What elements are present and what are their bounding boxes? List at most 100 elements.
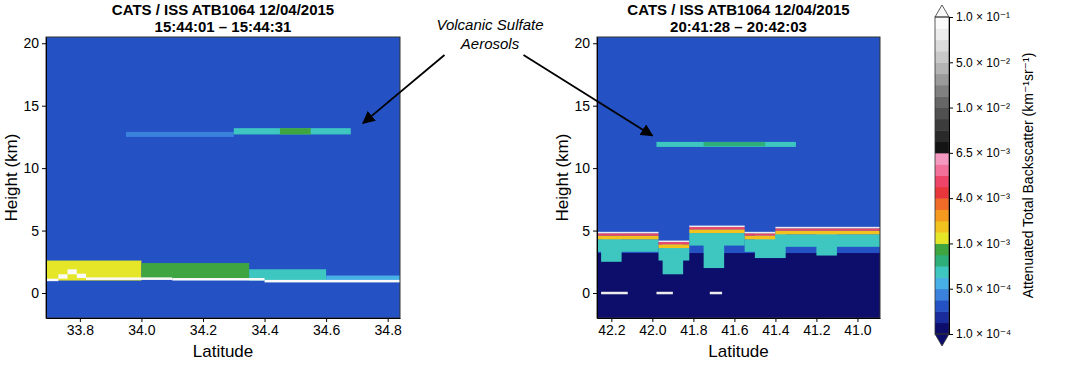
y-axis: 0 5 10 15 20 [23, 35, 46, 318]
colorbar-tick-label: 5.0 × 10⁻⁴ [956, 282, 1011, 296]
colorbar-tick-mark [949, 289, 953, 290]
heatmap-cell [58, 274, 67, 278]
y-axis-title: Height (km) [553, 134, 572, 222]
colorbar-swatch [935, 130, 949, 142]
x-tick: 41.8 [680, 318, 707, 338]
figure: 33.834.034.234.434.634.805101520CATS / I… [0, 0, 1076, 366]
panel-title: CATS / ISS ATB1064 12/04/2015 [112, 1, 334, 18]
y-tick-mark [593, 293, 597, 294]
colorbar-swatch [935, 232, 949, 244]
heatmap-cell [597, 233, 659, 235]
x-tick-label: 41.6 [721, 322, 748, 338]
heatmap-cell [126, 132, 234, 137]
colorbar-swatch [935, 300, 949, 312]
heatmap-cell [745, 232, 776, 233]
x-axis-line [47, 318, 401, 319]
colorbar-swatch [935, 266, 949, 278]
colorbar-tick-mark [949, 17, 953, 18]
colorbar-swatch [935, 243, 949, 255]
heatmap-cell [659, 244, 690, 248]
x-axis-line [598, 318, 881, 319]
y-tick-label: 10 [574, 160, 590, 176]
y-axis-title: Height (km) [2, 134, 21, 222]
x-tick: 34.0 [128, 318, 155, 338]
heatmap-cell [46, 279, 58, 281]
panel-title: CATS / ISS ATB1064 12/04/2015 [627, 1, 849, 18]
heatmap-cell [689, 229, 744, 233]
colorbar-tick-label: 5.0 × 10⁻² [956, 56, 1010, 70]
heatmap-cell [775, 234, 880, 246]
heatmap-cell [689, 226, 744, 227]
y-tick: 10 [23, 160, 46, 176]
heatmap-cell [601, 292, 628, 294]
colorbar-swatch [935, 221, 949, 233]
x-tick: 42.2 [598, 318, 625, 338]
heatmap-cell [689, 233, 744, 245]
x-tick: 41.6 [721, 318, 748, 338]
x-tick-label: 34.6 [313, 322, 340, 338]
y-tick-label: 0 [582, 285, 590, 301]
y-tick-mark [593, 106, 597, 107]
annotation-arrow [363, 55, 444, 123]
colorbar-swatch [935, 209, 949, 221]
y-tick-label: 20 [23, 35, 39, 51]
heatmap-cell [745, 236, 776, 240]
colorbar-extend-bottom [935, 334, 949, 346]
x-tick: 41.4 [762, 318, 789, 338]
panel: 42.242.041.841.641.441.241.005101520CATS… [553, 1, 881, 361]
heatmap-cell [46, 37, 400, 318]
x-tick-label: 42.2 [598, 322, 625, 338]
colorbar-tick: 1.0 × 10⁻¹ [949, 10, 1010, 24]
colorbar-tick-mark [949, 334, 953, 335]
colorbar-swatch [935, 176, 949, 188]
y-tick: 15 [23, 98, 46, 114]
x-axis: 42.242.041.841.641.441.241.0 [598, 318, 881, 338]
colorbar-swatch [935, 255, 949, 267]
colorbar-swatch [935, 62, 949, 74]
colorbar-tick: 1.0 × 10⁻³ [949, 237, 1010, 251]
colorbar-tick-label: 4.0 × 10⁻³ [956, 191, 1010, 205]
y-tick: 20 [574, 35, 597, 51]
heatmap-cell [597, 232, 659, 233]
y-tick-mark [42, 168, 46, 169]
colorbar-swatch [935, 198, 949, 210]
x-tick-label: 41.8 [680, 322, 707, 338]
x-tick: 42.0 [639, 318, 666, 338]
colorbar-tick-mark [949, 62, 953, 63]
y-tick-mark [42, 231, 46, 232]
y-tick-label: 15 [23, 98, 39, 114]
y-tick: 0 [31, 285, 46, 301]
x-tick: 34.6 [313, 318, 340, 338]
x-tick: 34.2 [190, 318, 217, 338]
plot-frame [46, 37, 400, 318]
heatmap-cell [597, 37, 880, 318]
colorbar-axis: 1.0 × 10⁻⁴ 5.0 × 10⁻⁴ 1.0 × 10⁻³ 4.0 × 10⁻³… [949, 10, 1011, 341]
heatmap-cell [775, 231, 880, 235]
y-axis-line [46, 38, 47, 319]
x-axis-title: Latitude [708, 342, 769, 361]
heatmap-cell [172, 278, 264, 280]
colorbar-title: Attenuated Total Backscatter (km⁻¹sr⁻¹) [1020, 53, 1036, 299]
y-tick-label: 5 [31, 223, 39, 239]
x-axis: 33.834.034.234.434.634.8 [47, 318, 403, 338]
heatmap-cell [234, 128, 351, 134]
colorbar-tick: 1.0 × 10⁻⁴ [949, 327, 1011, 341]
colorbar-tick: 5.0 × 10⁻⁴ [949, 282, 1011, 296]
colorbar-tick: 4.0 × 10⁻³ [949, 191, 1010, 205]
y-tick-mark [42, 43, 46, 44]
colorbar-swatch [935, 277, 949, 289]
colorbar-tick-mark [949, 243, 953, 244]
y-tick-label: 20 [574, 35, 590, 51]
colorbar-frame [935, 17, 949, 334]
panel-subtitle: 20:41:28 – 20:42:03 [670, 18, 807, 35]
y-tick: 10 [574, 160, 597, 176]
y-tick: 5 [582, 223, 597, 239]
annotation-line: Volcanic Sulfate [436, 16, 543, 33]
annotation-arrow [524, 55, 653, 136]
colorbar-swatch [935, 28, 949, 40]
y-tick-label: 5 [582, 223, 590, 239]
heatmap-cell [689, 227, 744, 229]
heatmap-cell [656, 292, 672, 294]
x-tick-label: 34.8 [375, 322, 402, 338]
x-tick: 41.0 [844, 318, 871, 338]
